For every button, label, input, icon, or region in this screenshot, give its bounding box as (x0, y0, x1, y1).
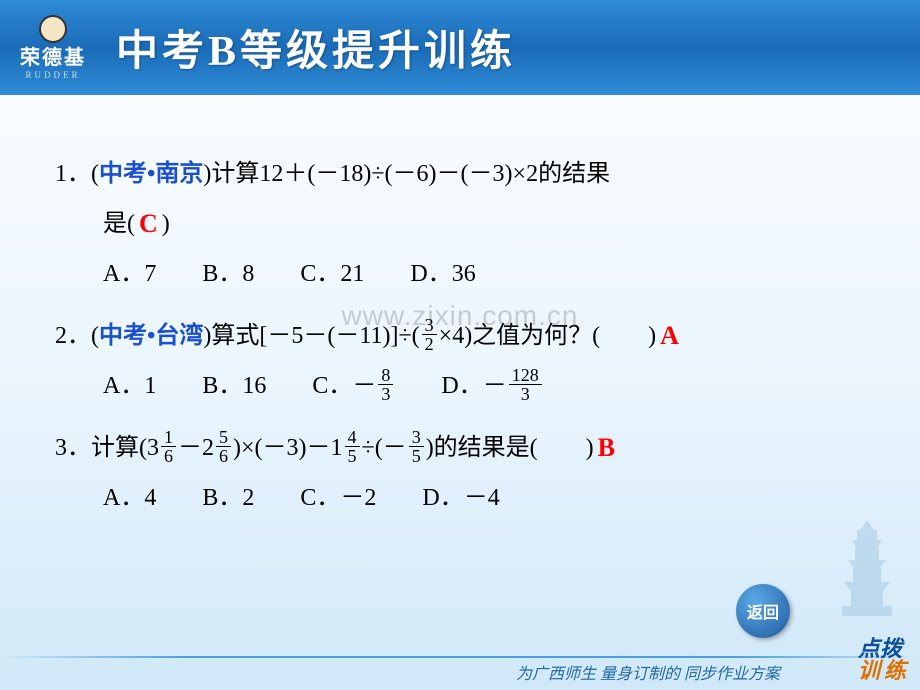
q2-c-frac: 8 3 (378, 366, 393, 403)
q3-opt-d: D．－4 (422, 474, 499, 522)
q2-d-n: 128 (509, 366, 542, 385)
q1-source: 中考•南京 (99, 150, 203, 198)
q3-m3d: 5 (345, 447, 360, 465)
pagoda-icon (832, 520, 902, 620)
question-2: 2． ( 中考•台湾 ) 算式[－5－(－11)]÷( 3 2 ×4)之值为何？… (55, 310, 865, 410)
content-area: 1． ( 中考•南京 ) 计算12＋(－18)÷(－6)－(－3)×2的结果 是… (0, 95, 920, 554)
q3-opt-a: A．4 (103, 474, 156, 522)
corner-line1: 点拨 (858, 638, 910, 660)
q1-opt-a: A．7 (103, 250, 156, 298)
q3-m1d: 6 (161, 447, 176, 465)
q1-line2: 是( C ) (55, 198, 865, 250)
q2-frac-d: 2 (422, 335, 437, 353)
q3-m1: 1 6 (161, 428, 176, 465)
q2-c-n: 8 (378, 366, 393, 385)
logo: 荣德基 RUDDER (20, 15, 86, 80)
q2-frac-n: 3 (422, 316, 437, 335)
q2-text2: ×4)之值为何？( ) (439, 312, 657, 360)
q3-text4: ÷(－ (362, 424, 407, 472)
q1-src-open: ( (91, 150, 99, 198)
q2-c-d: 3 (378, 385, 393, 403)
q1-src-close: ) (203, 150, 211, 198)
corner-logo: 点拨 训练 (858, 638, 910, 682)
q1-line1: 1． ( 中考•南京 ) 计算12＋(－18)÷(－6)－(－3)×2的结果 (55, 150, 865, 198)
q3-opt-b: B．2 (202, 474, 254, 522)
q3-m2n: 5 (216, 428, 231, 447)
q2-src-close: ) (203, 312, 211, 360)
q2-opt-d: D．－ 128 3 (441, 362, 543, 410)
q3-m4d: 5 (409, 447, 424, 465)
footer-text: 为广西师生 量身订制的 同步作业方案 (516, 660, 780, 684)
q3-m1n: 1 (161, 428, 176, 447)
q3-m3n: 4 (345, 428, 360, 447)
q3-m3: 4 5 (345, 428, 360, 465)
q2-options: A．1 B．16 C．－ 8 3 D．－ 128 3 (55, 362, 865, 410)
q3-m2d: 6 (216, 447, 231, 465)
q1-opt-b: B．8 (202, 250, 254, 298)
q3-answer: B (598, 422, 615, 474)
corner-line2: 训练 (858, 660, 910, 682)
q1-answer: C (139, 198, 158, 250)
footer: 为广西师生 量身订制的 同步作业方案 点拨 训练 (0, 630, 920, 690)
q2-d-frac: 128 3 (509, 366, 542, 403)
q2-answer: A (660, 310, 679, 362)
q2-d-pre: D．－ (441, 362, 506, 410)
q3-m4: 3 5 (409, 428, 424, 465)
q1-number: 1． (55, 150, 91, 198)
q3-text3: )×(－3)－1 (233, 424, 343, 472)
footer-divider (0, 656, 920, 658)
q2-text1: 算式[－5－(－11)]÷( (211, 312, 419, 360)
q1-opt-c: C．21 (300, 250, 364, 298)
q3-options: A．4 B．2 C．－2 D．－4 (55, 474, 865, 522)
page-title: 中考B等级提升训练 (116, 17, 516, 78)
q3-text2: －2 (178, 424, 214, 472)
question-3: 3． 计算(3 1 6 －2 5 6 )×(－3)－1 4 5 ÷(－ 3 5 … (55, 422, 865, 522)
q2-opt-c: C．－ 8 3 (312, 362, 395, 410)
q3-text5: )的结果是( ) (426, 424, 594, 472)
logo-text: 荣德基 (20, 41, 86, 70)
header-bar: 荣德基 RUDDER 中考B等级提升训练 (0, 0, 920, 95)
logo-subtext: RUDDER (25, 70, 80, 80)
q3-m2: 5 6 (216, 428, 231, 465)
q3-text1: 计算(3 (91, 424, 159, 472)
q2-frac: 3 2 (422, 316, 437, 353)
q2-d-d: 3 (518, 385, 533, 403)
back-label: 返回 (747, 599, 779, 623)
q2-opt-b: B．16 (202, 362, 266, 410)
q1-text1: 计算12＋(－18)÷(－6)－(－3)×2的结果 (211, 150, 610, 198)
q2-opt-a: A．1 (103, 362, 156, 410)
q1-text3: ) (162, 200, 170, 248)
question-1: 1． ( 中考•南京 ) 计算12＋(－18)÷(－6)－(－3)×2的结果 是… (55, 150, 865, 298)
q2-c-pre: C．－ (312, 362, 376, 410)
q2-number: 2． (55, 312, 91, 360)
q1-options: A．7 B．8 C．21 D．36 (55, 250, 865, 298)
q2-source: 中考•台湾 (99, 312, 203, 360)
q3-m4n: 3 (409, 428, 424, 447)
q1-text2: 是( (103, 200, 135, 248)
logo-avatar-icon (39, 15, 67, 43)
q1-opt-d: D．36 (410, 250, 475, 298)
q3-opt-c: C．－2 (300, 474, 376, 522)
q2-line1: 2． ( 中考•台湾 ) 算式[－5－(－11)]÷( 3 2 ×4)之值为何？… (55, 310, 865, 362)
q3-line1: 3． 计算(3 1 6 －2 5 6 )×(－3)－1 4 5 ÷(－ 3 5 … (55, 422, 865, 474)
q2-src-open: ( (91, 312, 99, 360)
q3-number: 3． (55, 424, 91, 472)
